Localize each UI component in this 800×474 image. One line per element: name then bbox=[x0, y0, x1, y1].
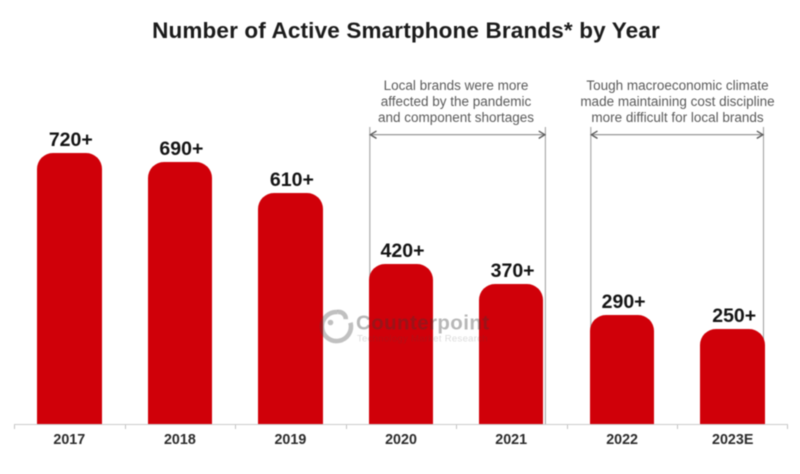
svg-text:Technology Market Research: Technology Market Research bbox=[357, 334, 488, 345]
svg-text:Counterpoint: Counterpoint bbox=[356, 312, 489, 335]
